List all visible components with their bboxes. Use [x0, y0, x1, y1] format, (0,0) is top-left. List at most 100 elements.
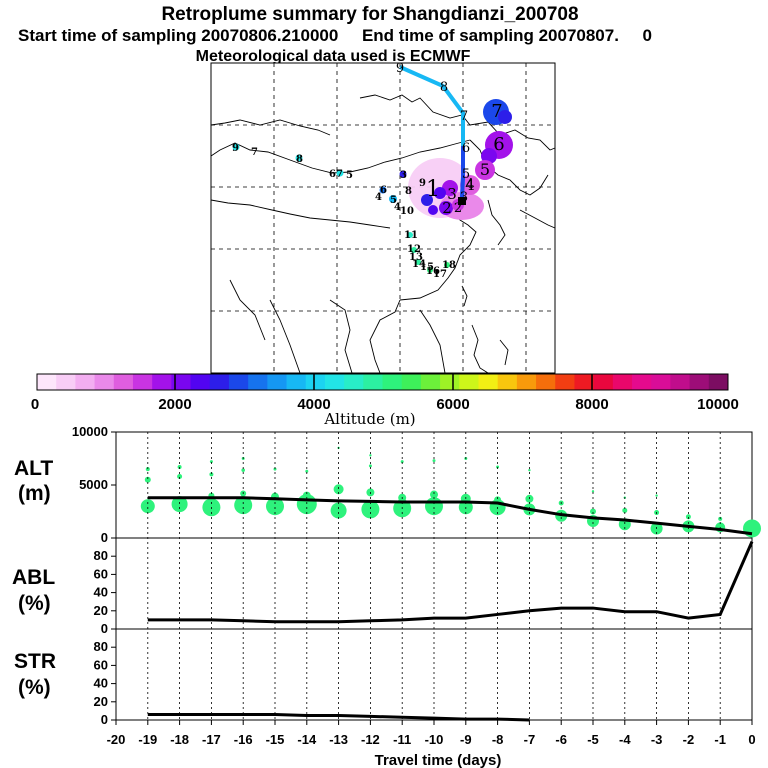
plume-point — [528, 468, 531, 472]
plume-label: 5 — [480, 160, 490, 179]
plume-label: 7 — [491, 101, 502, 122]
colorbar-swatch — [382, 374, 403, 390]
plume-point — [590, 508, 596, 515]
x-tick-label: -2 — [683, 732, 695, 747]
x-axis: -20 -19 -18 -17 -16 -15 -14 -13 -12 -11 -10 -9 -8 -7-… — [107, 720, 756, 747]
y-tick-label: 60 — [94, 657, 108, 672]
plume-point — [305, 469, 309, 473]
sampling-times: Start time of sampling 20070806.210000 E… — [18, 26, 652, 45]
plume-blob — [444, 262, 450, 268]
cluster-label: 4 — [375, 192, 382, 203]
cluster-label: 18 — [442, 260, 456, 271]
alt-y-axis: 0 5000 10000 — [72, 424, 116, 545]
alt-panel-label: ALT — [14, 457, 53, 480]
colorbar-tick: 2000 — [158, 396, 191, 413]
x-tick-label: -17 — [202, 732, 221, 747]
vertical-gridlines — [147, 432, 721, 720]
plume-blob — [434, 187, 446, 199]
plume-point — [273, 467, 277, 471]
cluster-label: 6 — [380, 185, 387, 196]
plume-point — [368, 464, 372, 468]
x-axis-label: Travel time (days) — [375, 752, 502, 768]
plume-label: 3 — [447, 185, 457, 203]
plume-point — [177, 474, 183, 480]
x-tick-label: 0 — [748, 732, 755, 747]
colorbar-swatch — [152, 374, 172, 390]
plume-blob — [336, 169, 344, 177]
alt-panel-unit: (m) — [18, 482, 51, 505]
y-tick-label: 0 — [101, 712, 108, 727]
colorbar-swatch — [75, 374, 96, 390]
colorbar-swatch — [132, 374, 153, 390]
x-tick-label: -14 — [297, 732, 317, 747]
colorbar-swatch — [401, 374, 422, 390]
plume-point — [330, 502, 347, 519]
plume-blob — [460, 175, 480, 195]
cluster-label: 9 — [419, 178, 426, 189]
y-tick-label: 5000 — [79, 477, 108, 492]
colorbar-swatch — [612, 374, 633, 390]
colorbar-swatch — [497, 374, 518, 390]
colorbar-swatch — [286, 374, 307, 390]
x-tick-label: -9 — [460, 732, 472, 747]
x-tick-label: -18 — [170, 732, 189, 747]
plume-point — [496, 465, 500, 469]
trajectory-day-labels: 9 8 7 6 5 4 3 2 — [396, 61, 474, 216]
colorbar-swatch — [593, 374, 614, 390]
meteorology-note: Meteorological data used is ECMWF — [196, 48, 471, 65]
trajectory-label: 3 — [460, 190, 468, 205]
x-tick-label: -11 — [393, 732, 411, 747]
plume-point — [209, 460, 213, 464]
abl-panel-label: ABL — [12, 566, 55, 589]
plume-blob — [415, 259, 421, 265]
colorbar-swatch — [689, 374, 710, 390]
plume-point — [591, 490, 595, 493]
x-tick-label: -6 — [555, 732, 567, 747]
plume-label: 1 — [426, 177, 440, 202]
plume-point — [369, 454, 372, 457]
y-tick-label: 20 — [94, 603, 108, 618]
colorbar-swatch — [94, 374, 115, 390]
colorbar-swatch — [344, 374, 364, 390]
cluster-label: 6 — [329, 169, 336, 180]
cluster-label: 16 — [426, 266, 440, 277]
plume-blob — [411, 247, 417, 253]
plume-point — [622, 507, 628, 513]
plume-point — [145, 467, 150, 472]
y-tick-label: 20 — [94, 694, 108, 709]
x-tick-label: -13 — [329, 732, 348, 747]
colorbar-swatch — [305, 374, 326, 390]
x-tick-label: -19 — [138, 732, 157, 747]
mean-trajectory-lower — [460, 146, 465, 199]
y-tick-label: 60 — [94, 566, 108, 581]
colorbar-swatch — [574, 374, 595, 390]
plume-label: 4 — [465, 176, 475, 194]
x-tick-label: -7 — [524, 732, 536, 747]
colorbar-tick: 6000 — [436, 396, 469, 413]
colorbar-swatch — [37, 374, 57, 390]
colorbar-swatch — [536, 374, 556, 390]
colorbar-swatch — [708, 374, 729, 390]
plume-point — [655, 494, 658, 497]
trajectory-label: 9 — [396, 61, 404, 76]
y-tick-label: 40 — [94, 676, 108, 691]
abl-line — [147, 541, 754, 624]
plume-blob — [421, 194, 433, 206]
figure-title: Retroplume summary for Shangdianzi_20070… — [161, 4, 578, 25]
colorbar-swatch — [670, 374, 691, 390]
plume-day-labels: 7 6 5 4 3 2 1 — [426, 101, 505, 217]
x-tick-label: -10 — [425, 732, 444, 747]
cluster-label: 14 — [412, 259, 426, 270]
plume-point — [432, 459, 436, 463]
colorbar-swatch — [228, 374, 249, 390]
plume-label: 2 — [442, 199, 452, 217]
cluster-label: 9 — [232, 143, 239, 154]
y-tick-label: 80 — [94, 639, 108, 654]
plume-blob — [475, 160, 495, 180]
colorbar-swatch — [459, 374, 479, 390]
str-panel: STR (%) 0 20 40 60 80 — [14, 628, 753, 727]
x-tick-label: -15 — [266, 732, 285, 747]
plume-blob — [389, 195, 397, 203]
plume-point — [400, 460, 404, 464]
cluster-label: 5 — [390, 195, 397, 206]
